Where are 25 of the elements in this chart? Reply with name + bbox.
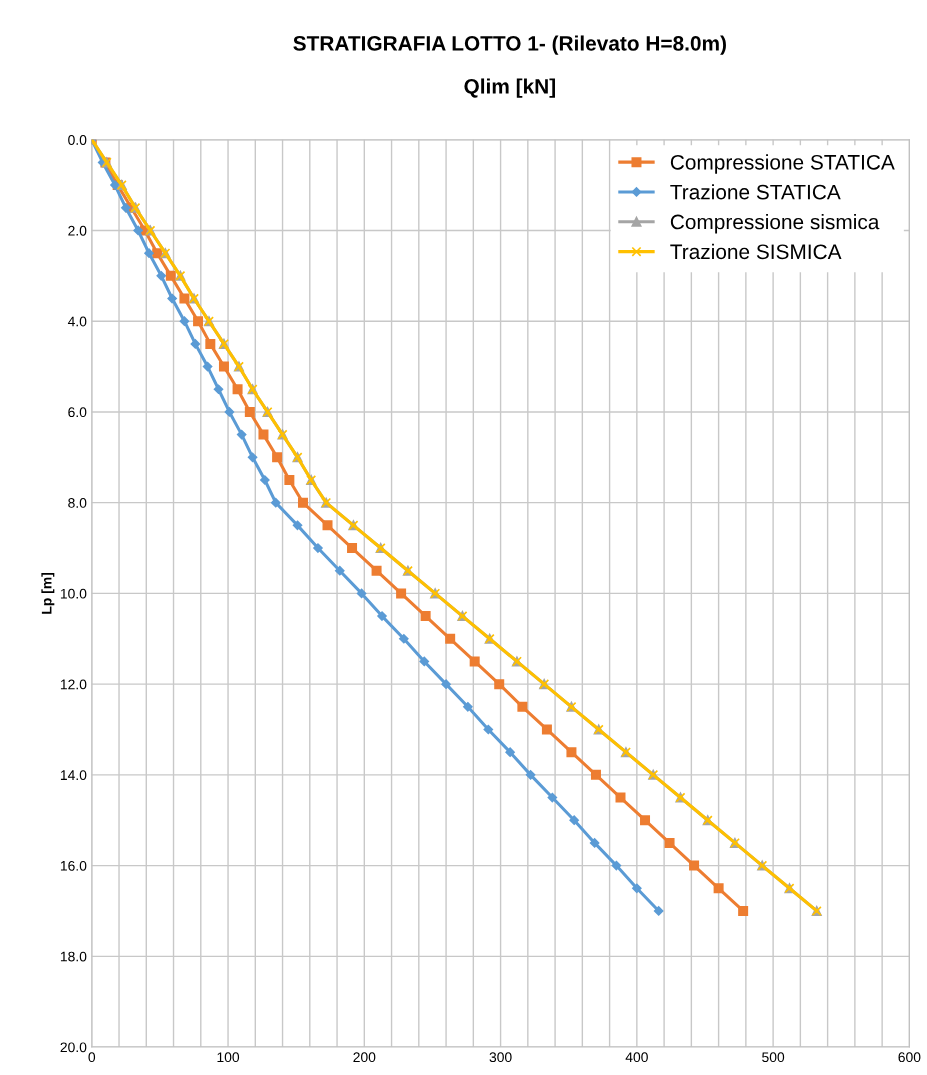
y-tick-label: 10.0 [60, 588, 87, 599]
y-tick-label: 4.0 [67, 316, 87, 327]
y-tick-label: 6.0 [68, 407, 87, 418]
y-tick-label: 8.0 [68, 498, 87, 508]
y-tick-label: 14.0 [60, 770, 87, 781]
x-tick-label: 0 [88, 1052, 96, 1063]
x-tick-label: 600 [898, 1052, 921, 1063]
x-tick-label: 500 [762, 1052, 785, 1063]
x-tick-label: 400 [625, 1052, 648, 1063]
legend-label: Trazione STATICA [670, 184, 841, 200]
chart-subtitle: Qlim [kN] [464, 78, 555, 98]
y-tick-label: 16.0 [60, 860, 87, 871]
y-tick-label: 18.0 [60, 951, 87, 962]
legend-label: Compressione STATICA [670, 154, 895, 174]
legend-label: Trazione SISMICA [670, 243, 842, 260]
y-tick-label: 12.0 [60, 679, 87, 690]
x-tick-label: 300 [489, 1052, 512, 1063]
chart-title: STRATIGRAFIA LOTTO 1- (Rilevato H=8.0m) [293, 35, 726, 55]
legend-label: Compressione sismica [670, 214, 880, 234]
y-tick-label: 20.0 [60, 1042, 87, 1053]
y-tick-label: 0.0 [68, 135, 87, 145]
y-axis-title: Lp [m] [41, 572, 55, 614]
x-tick-label: 100 [217, 1052, 240, 1063]
x-tick-label: 200 [353, 1052, 376, 1063]
y-tick-label: 2.0 [68, 225, 87, 236]
